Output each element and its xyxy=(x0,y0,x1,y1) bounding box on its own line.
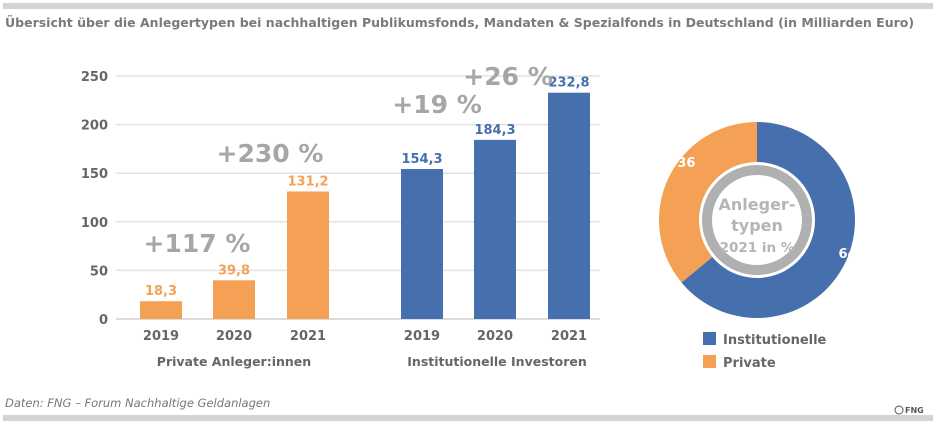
x-tick-label: 2021 xyxy=(290,329,326,344)
group-label: Institutionelle Investoren xyxy=(407,354,586,369)
donut-inner-ring xyxy=(702,165,812,275)
bar-value-label: 232,8 xyxy=(548,76,589,91)
y-tick-label: 250 xyxy=(81,70,108,85)
bar-value-label: 39,8 xyxy=(218,263,250,278)
growth-label: +230 % xyxy=(217,139,324,168)
growth-label: +117 % xyxy=(144,229,251,258)
slice-value-label: 64 xyxy=(839,247,857,262)
y-tick-label: 150 xyxy=(81,167,108,182)
x-tick-label: 2020 xyxy=(477,329,513,344)
group-label: Private Anleger:innen xyxy=(157,354,311,369)
bar-value-label: 154,3 xyxy=(401,152,442,167)
x-tick-label: 2020 xyxy=(216,329,252,344)
top-rule xyxy=(3,3,933,9)
chart-title: Übersicht über die Anlegertypen bei nach… xyxy=(5,15,914,30)
bar xyxy=(213,280,255,319)
bar xyxy=(548,92,590,319)
y-tick-label: 0 xyxy=(99,313,108,328)
bar-value-label: 18,3 xyxy=(145,284,177,299)
slice-value-label: 36 xyxy=(677,156,695,171)
source-note: Daten: FNG – Forum Nachhaltige Geldanlag… xyxy=(5,396,270,410)
x-tick-label: 2019 xyxy=(404,329,440,344)
bar xyxy=(401,169,443,319)
bar xyxy=(474,139,516,319)
bottom-rule xyxy=(3,415,933,421)
pie-slice xyxy=(658,122,757,283)
donut-center-label: 2021 in % xyxy=(720,240,795,256)
donut-center-label: Anleger- xyxy=(719,195,796,214)
svg-text:FNG: FNG xyxy=(905,406,924,415)
bar xyxy=(287,191,329,319)
x-tick-label: 2019 xyxy=(143,329,179,344)
bar-value-label: 131,2 xyxy=(287,174,328,189)
fng-logo: FNG xyxy=(894,405,924,415)
pie-slice xyxy=(681,122,855,318)
legend-label: Private xyxy=(723,356,776,371)
growth-label: +26 % xyxy=(463,62,553,91)
legend-swatch xyxy=(703,332,716,345)
bar xyxy=(140,301,182,319)
donut-center-label: typen xyxy=(731,216,783,235)
y-tick-label: 100 xyxy=(81,216,108,231)
growth-label: +19 % xyxy=(392,90,482,119)
legend-swatch xyxy=(703,355,716,368)
legend-label: Institutionelle xyxy=(723,333,827,348)
bar-value-label: 184,3 xyxy=(474,123,515,138)
y-tick-label: 200 xyxy=(81,119,108,134)
y-tick-label: 50 xyxy=(90,264,108,279)
x-tick-label: 2021 xyxy=(551,329,587,344)
